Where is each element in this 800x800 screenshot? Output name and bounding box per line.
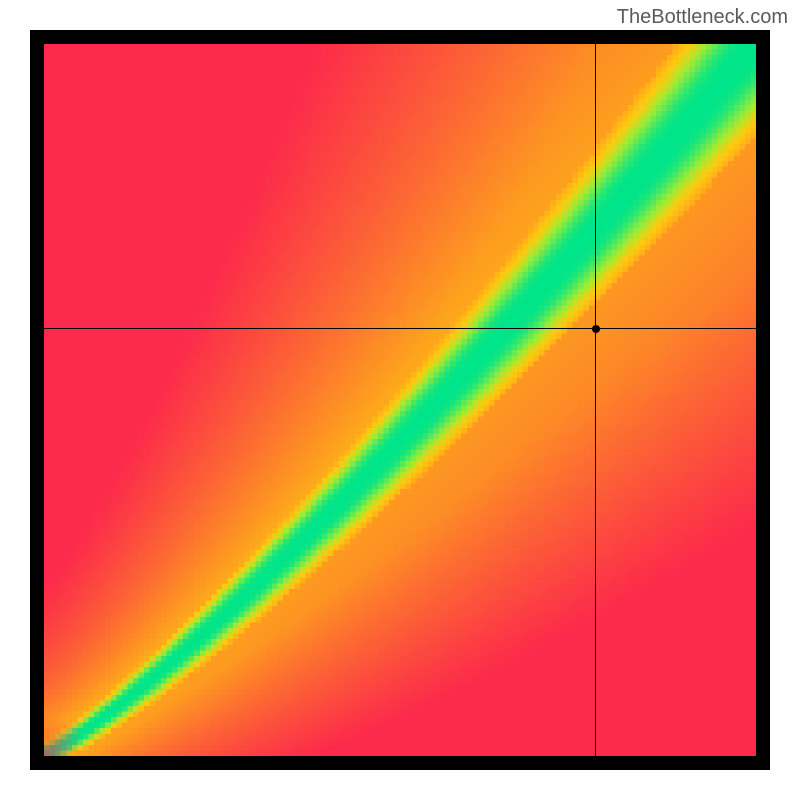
crosshair-horizontal <box>44 328 756 329</box>
heatmap-area <box>44 44 756 756</box>
heatmap-canvas <box>44 44 756 756</box>
crosshair-marker <box>592 325 600 333</box>
watermark-text: TheBottleneck.com <box>617 6 788 29</box>
crosshair-vertical <box>595 44 596 756</box>
chart-container: TheBottleneck.com <box>0 0 800 800</box>
